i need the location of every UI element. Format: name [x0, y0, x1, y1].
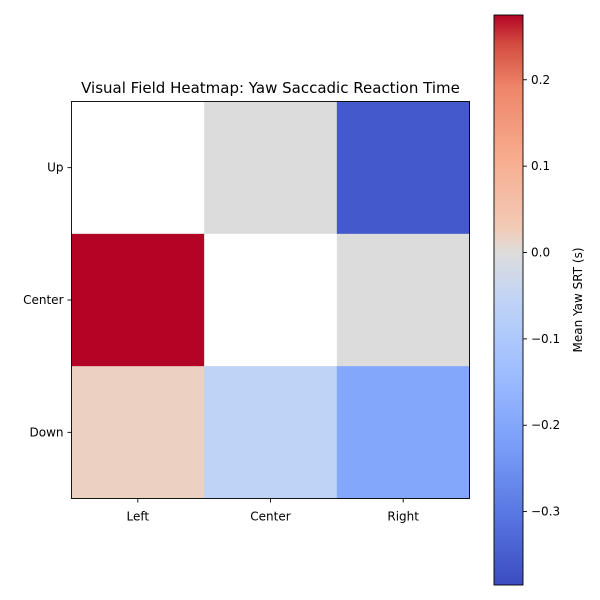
x-tick-label: Right	[387, 510, 419, 524]
colorbar	[493, 14, 524, 586]
heatmap-cells	[71, 101, 470, 499]
colorbar-ticks: 0.2 0.1 0.0 −0.1 −0.2 −0.3	[523, 73, 560, 519]
x-tick-label: Left	[127, 510, 150, 524]
heatmap-cell-2-0	[71, 366, 205, 499]
heatmap-cell-1-0	[71, 233, 205, 367]
colorbar-label: Mean Yaw SRT (s)	[571, 247, 585, 352]
y-axis: Up Center Down	[23, 161, 72, 439]
heatmap-cell-0-0	[71, 101, 205, 235]
chart-title: Visual Field Heatmap: Yaw Saccadic React…	[81, 79, 460, 97]
y-tick-label: Up	[47, 161, 63, 175]
x-axis: Left Center Right	[127, 498, 419, 524]
colorbar-tick-label: −0.1	[531, 332, 560, 346]
heatmap-cell-0-1	[204, 101, 338, 235]
heatmap-cell-2-1	[204, 366, 338, 499]
colorbar-tick-label: 0.2	[531, 73, 550, 87]
y-tick-label: Center	[23, 293, 63, 307]
colorbar-tick-label: −0.3	[531, 505, 560, 519]
heatmap-cell-1-2	[336, 233, 470, 367]
colorbar-tick-label: 0.1	[531, 159, 550, 173]
colorbar-tick-label: −0.2	[531, 418, 560, 432]
y-tick-label: Down	[29, 425, 63, 439]
heatmap-cell-1-1	[204, 233, 338, 367]
heatmap-cell-2-2	[336, 366, 470, 499]
colorbar-tick-label: 0.0	[531, 246, 550, 260]
x-tick-label: Center	[250, 510, 290, 524]
heatmap-cell-0-2	[336, 101, 470, 235]
